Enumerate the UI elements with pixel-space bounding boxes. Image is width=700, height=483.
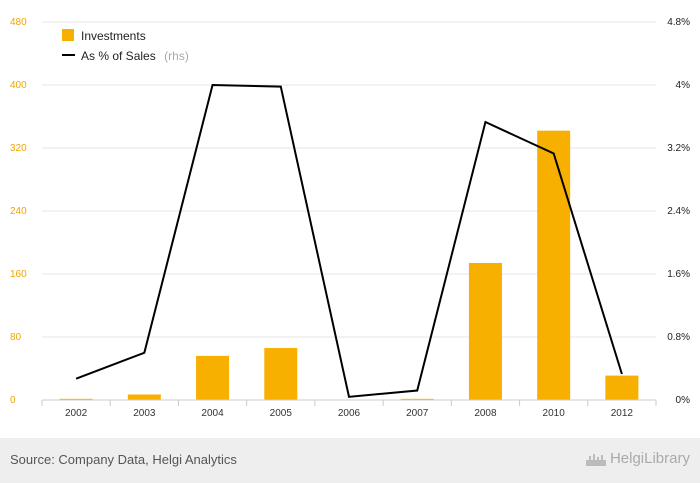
- bar: [59, 398, 93, 400]
- bar: [537, 130, 571, 401]
- y-right-tick-label: 0%: [676, 395, 691, 406]
- y-left-tick-label: 240: [10, 206, 27, 217]
- x-tick-label: 2012: [611, 408, 634, 419]
- bar: [605, 375, 639, 400]
- bars: [59, 130, 639, 401]
- y-right-tick-label: 1.6%: [667, 269, 690, 280]
- x-tick-label: 2003: [133, 408, 156, 419]
- bar: [400, 398, 434, 400]
- legend-label-rhs: (rhs): [164, 49, 189, 63]
- legend-swatch-investments: [62, 29, 74, 41]
- y-left-tick-label: 320: [10, 143, 27, 154]
- legend-label-sales-pct: As % of Sales: [81, 49, 156, 63]
- x-tick-label: 2010: [543, 408, 566, 419]
- chart: 0 0% 80 0.8% 160 1.6% 240 2.4% 320 3.2% 400 4% 480 4.…: [10, 17, 690, 419]
- y-left-tick-label: 160: [10, 269, 27, 280]
- y-right-tick-label: 4.8%: [667, 17, 690, 28]
- legend-label-investments: Investments: [81, 29, 146, 43]
- bar: [196, 355, 230, 400]
- x-tick-label: 2008: [474, 408, 497, 419]
- source-note: Source: Company Data, Helgi Analytics: [10, 452, 237, 467]
- y-left-tick-label: 80: [10, 332, 22, 343]
- bar: [264, 348, 298, 400]
- x-tick-label: 2004: [201, 408, 224, 419]
- city-skyline-icon: [585, 453, 606, 466]
- y-left-tick-label: 0: [10, 395, 16, 406]
- y-left-tick-label: 480: [10, 17, 27, 28]
- x-tick-label: 2002: [65, 408, 88, 419]
- bar: [468, 262, 502, 400]
- brand-logo[interactable]: HelgiLibrary: [585, 450, 690, 467]
- axes: 0 0% 80 0.8% 160 1.6% 240 2.4% 320 3.2% 400 4% 480 4.…: [10, 17, 690, 419]
- footer: Source: Company Data, Helgi Analytics He…: [0, 438, 700, 483]
- y-right-tick-label: 2.4%: [667, 206, 690, 217]
- brand-name: HelgiLibrary: [609, 450, 690, 467]
- bar: [127, 394, 161, 400]
- y-right-tick-label: 0.8%: [667, 332, 690, 343]
- y-right-tick-label: 3.2%: [667, 143, 690, 154]
- legend: Investments As % of Sales (rhs): [62, 29, 189, 64]
- y-left-tick-label: 400: [10, 80, 27, 91]
- y-right-tick-label: 4%: [676, 80, 691, 91]
- line-series: [75, 83, 623, 398]
- legend-label-sales-pct-group: As % of Sales (rhs): [81, 47, 189, 64]
- x-tick-label: 2006: [338, 408, 361, 419]
- x-tick-label: 2005: [270, 408, 293, 419]
- x-tick-label: 2007: [406, 408, 429, 419]
